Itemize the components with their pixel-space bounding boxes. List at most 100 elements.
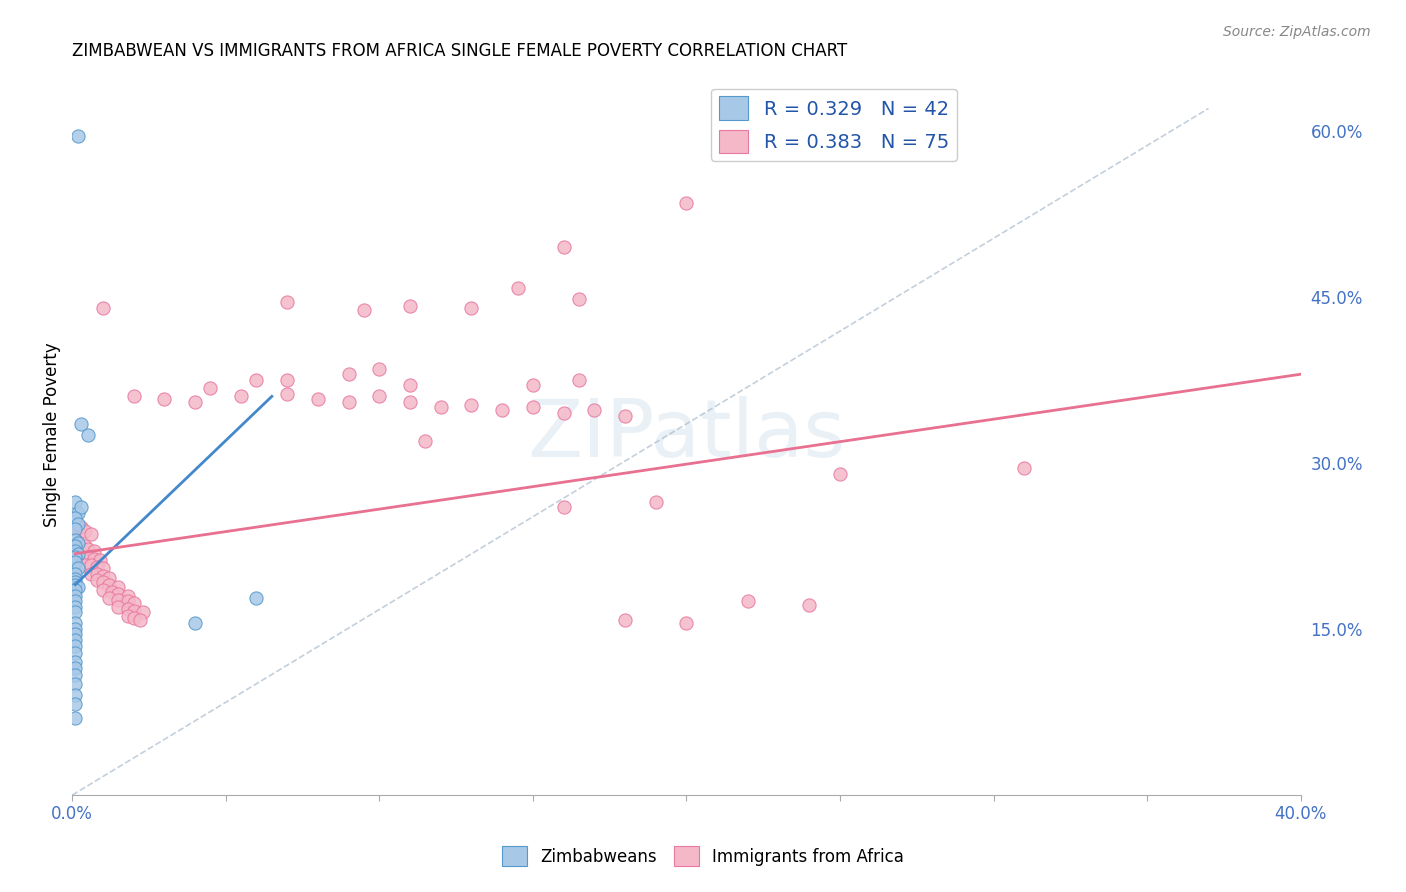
Point [65,655,87,669]
Point [337,368,360,382]
Point [583,402,606,417]
Point [67,522,90,536]
Point [107,593,129,607]
Point [122,611,145,625]
Point [73,524,96,539]
Point [67,580,90,594]
Point [737,594,759,608]
Point [73,539,96,553]
Point [245,591,267,605]
Point [70,520,93,534]
Point [553,500,575,515]
Point [65,572,87,586]
Y-axis label: Single Female Poverty: Single Female Poverty [44,343,60,527]
Point [828,467,851,481]
Point [79,558,101,572]
Point [101,585,124,599]
Point [67,516,90,531]
Point [91,301,114,315]
Point [65,575,87,590]
Point [65,627,87,641]
Point [307,392,329,406]
Point [76,428,98,442]
Point [675,616,697,631]
Point [614,409,637,424]
Point [65,646,87,660]
Point [614,613,637,627]
Point [460,398,482,412]
Point [65,589,87,603]
Point [76,549,98,564]
Point [73,558,96,572]
Point [65,539,87,553]
Point [76,542,98,557]
Point [184,395,207,409]
Point [184,616,207,631]
Point [65,566,87,581]
Point [522,401,544,415]
Point [491,402,513,417]
Point [117,589,139,603]
Point [245,373,267,387]
Point [117,594,139,608]
Point [67,535,90,549]
Point [86,566,108,581]
Point [107,580,129,594]
Point [79,526,101,541]
Point [65,605,87,619]
Point [337,395,360,409]
Point [276,373,298,387]
Point [675,195,697,210]
Point [67,561,90,575]
Point [65,689,87,703]
Point [107,599,129,614]
Point [132,605,155,619]
Point [70,549,93,564]
Point [353,303,375,318]
Point [107,586,129,600]
Point [83,544,105,558]
Point [91,583,114,598]
Point [65,661,87,675]
Point [98,571,121,585]
Point [70,417,93,431]
Point [522,378,544,392]
Point [568,292,591,306]
Point [91,568,114,582]
Point [644,494,666,508]
Point [86,560,108,574]
Point [70,500,93,515]
Point [65,594,87,608]
Point [91,575,114,590]
Point [67,535,90,549]
Point [65,639,87,653]
Point [117,602,139,616]
Point [122,597,145,611]
Point [67,506,90,520]
Text: Source: ZipAtlas.com: Source: ZipAtlas.com [1223,25,1371,39]
Point [399,299,422,313]
Point [67,547,90,561]
Point [91,561,114,575]
Point [276,295,298,310]
Point [799,598,821,612]
Point [98,591,121,605]
Point [89,553,111,567]
Point [117,608,139,623]
Point [65,577,87,591]
Point [399,395,422,409]
Point [86,573,108,587]
Point [98,577,121,591]
Point [65,677,87,691]
Text: ZIPatlas: ZIPatlas [527,396,845,475]
Point [553,240,575,254]
Point [65,633,87,648]
Point [65,710,87,724]
Legend: Zimbabweans, Immigrants from Africa: Zimbabweans, Immigrants from Africa [495,839,911,873]
Point [553,406,575,420]
Point [153,392,176,406]
Point [568,373,591,387]
Point [65,622,87,636]
Point [460,301,482,315]
Point [399,378,422,392]
